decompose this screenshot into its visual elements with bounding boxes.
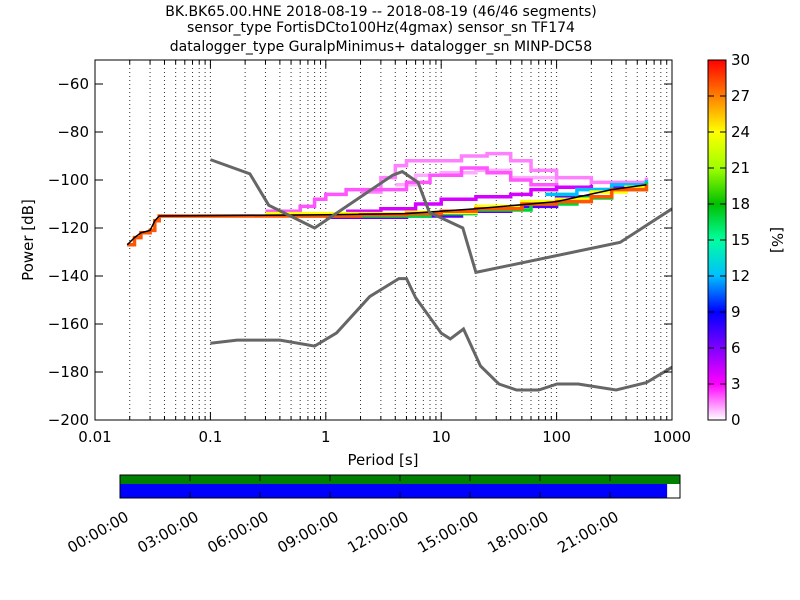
coverage-tick-label: 12:00:00	[344, 508, 411, 557]
y-tick-label: −60	[57, 75, 89, 93]
colorbar-label: [%]	[768, 227, 786, 253]
x-tick-label: 0.01	[78, 428, 111, 446]
x-tick-label: 1000	[653, 428, 691, 446]
colorbar-tick-label: 0	[731, 411, 741, 429]
x-tick-label: 100	[542, 428, 571, 446]
mode-line	[126, 184, 647, 246]
coverage-tick-label: 03:00:00	[134, 508, 201, 557]
noise-models	[209, 158, 672, 392]
plot-area	[95, 60, 672, 420]
y-tick-label: −180	[48, 363, 89, 381]
y-tick-label: −140	[48, 267, 89, 285]
axis-ticks: 0.01 0.1 1 10 100 1000 −200 −180 −160 −140 −120 −10…	[48, 60, 691, 446]
coverage-tick-label: 21:00:00	[554, 508, 621, 557]
title-line-3: datalogger_type GuralpMinimus+ datalogge…	[170, 39, 592, 55]
y-tick-label: −80	[57, 123, 89, 141]
coverage-tick-label: 15:00:00	[414, 508, 481, 557]
nlnm-line	[210, 277, 672, 392]
x-tick-label: 10	[432, 428, 451, 446]
colorbar-ticks: 0 3 6 9 12 15 18 21 24 27 30	[708, 51, 750, 429]
title-line-2: sensor_type FortisDCto100Hz(4gmax) senso…	[187, 20, 575, 36]
y-tick-label: −160	[48, 315, 89, 333]
title-line-1: BK.BK65.00.HNE 2018-08-19 -- 2018-08-19 …	[165, 4, 596, 20]
colorbar-tick-label: 27	[731, 87, 750, 105]
coverage-tick-label: 06:00:00	[204, 508, 271, 557]
density-band	[395, 168, 559, 188]
nhnm-line	[209, 158, 672, 275]
y-tick-label: −200	[48, 411, 89, 429]
plot-frame	[94, 59, 673, 421]
density-band	[360, 151, 649, 194]
density-band	[346, 184, 594, 213]
coverage-tick-label: 09:00:00	[274, 508, 341, 557]
x-tick-label: 0.1	[198, 428, 222, 446]
y-tick-label: −120	[48, 219, 89, 237]
colorbar-tick-label: 24	[731, 123, 750, 141]
coverage-tick-label: 00:00:00	[64, 508, 131, 557]
grid-lines	[94, 60, 668, 420]
coverage-bar-bottom	[120, 484, 668, 498]
colorbar-tick-label: 30	[731, 51, 750, 69]
colorbar-tick-label: 15	[731, 231, 750, 249]
x-axis-label: Period [s]	[347, 451, 418, 469]
colorbar-tick-label: 9	[731, 303, 741, 321]
coverage-tick-label: 18:00:00	[484, 508, 551, 557]
colorbar-tick-label: 6	[731, 339, 741, 357]
time-coverage: 00:00:00 03:00:00 06:00:00 09:00:00 12:00:00…	[64, 474, 681, 557]
y-axis-label: Power [dB]	[19, 199, 37, 281]
colorbar-tick-label: 12	[731, 267, 750, 285]
colorbar-tick-label: 3	[731, 375, 741, 393]
colorbar-tick-label: 18	[731, 195, 750, 213]
x-tick-label: 1	[321, 428, 331, 446]
y-tick-label: −100	[48, 171, 89, 189]
colorbar-tick-label: 21	[731, 159, 750, 177]
